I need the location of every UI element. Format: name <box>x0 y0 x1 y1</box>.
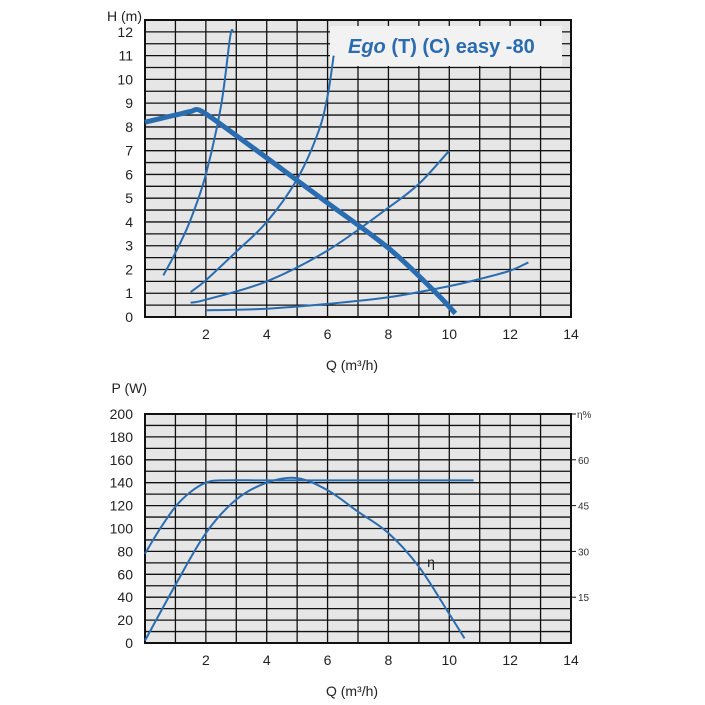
y-tick-label: 4 <box>125 214 133 230</box>
efficiency-series-label: η <box>427 554 435 570</box>
y-tick-label: 3 <box>125 238 133 254</box>
power-efficiency-chart: η 0 20 40 60 80 100 120 140 160 180 200 2 4 6 8 10 12 14 15… <box>110 380 592 699</box>
y-tick-label: 0 <box>125 635 133 651</box>
x-tick-label: 8 <box>385 326 393 342</box>
power-curve <box>144 479 474 555</box>
x-tick-label: 4 <box>263 326 271 342</box>
x-axis-label: Q (m³/h) <box>326 683 378 699</box>
x-axis-label: Q (m³/h) <box>326 357 378 373</box>
system-curve-1 <box>162 28 235 276</box>
x-tick-label: 8 <box>385 652 393 668</box>
y2-tick-label: 45 <box>578 502 590 513</box>
x-tick-label: 14 <box>563 326 579 342</box>
y-tick-label: 8 <box>125 119 133 135</box>
x-tick-label: 6 <box>324 326 332 342</box>
y-tick-label: 40 <box>117 589 133 605</box>
y-tick-label: 0 <box>125 309 133 325</box>
plot-frame <box>144 19 572 318</box>
y-tick-label: 120 <box>110 498 134 514</box>
x-tick-label: 2 <box>202 326 210 342</box>
system-curve-4 <box>205 261 529 312</box>
y-tick-label: 200 <box>110 406 134 422</box>
y-axis-label: H (m) <box>107 8 142 24</box>
plot-frame <box>144 413 572 644</box>
y-axis-label: P (W) <box>111 380 147 396</box>
y-tick-label: 20 <box>117 612 133 628</box>
y-tick-label: 180 <box>110 429 134 445</box>
x-tick-label: 12 <box>502 652 518 668</box>
y2-tick-label: 15 <box>578 593 590 604</box>
y-tick-label: 1 <box>125 285 133 301</box>
x-tick-label: 12 <box>502 326 518 342</box>
x-tick-label: 4 <box>263 652 271 668</box>
y-tick-label: 60 <box>117 566 133 582</box>
chart-title-rest: (T) (C) easy -80 <box>386 36 535 58</box>
y-tick-label: 10 <box>117 71 133 87</box>
x-tick-label: 6 <box>324 652 332 668</box>
pump-head-curve <box>144 106 458 316</box>
title-box <box>330 26 562 66</box>
y-tick-label: 12 <box>117 24 133 40</box>
y2-tick-label: 30 <box>578 547 590 558</box>
y-tick-label: 6 <box>125 166 133 182</box>
x-tick-label: 10 <box>441 652 457 668</box>
y2-tick-label: 60 <box>578 456 590 467</box>
y-tick-label: 80 <box>117 543 133 559</box>
y-tick-label: 2 <box>125 261 133 277</box>
x-tick-label: 14 <box>563 652 579 668</box>
y-tick-label: 100 <box>110 521 134 537</box>
y-tick-label: 11 <box>118 48 133 64</box>
chart-title: Ego (T) (C) easy -80 <box>348 36 535 58</box>
system-curve-3 <box>190 150 451 304</box>
y-tick-label: 7 <box>125 143 133 159</box>
system-curve-2 <box>189 55 335 293</box>
y-tick-label: 5 <box>125 190 133 206</box>
x-tick-label: 10 <box>441 326 457 342</box>
y-tick-label: 140 <box>110 475 134 491</box>
y-tick-label: 9 <box>125 95 133 111</box>
efficiency-curve <box>144 476 466 642</box>
chart-title-italic: Ego <box>348 36 386 58</box>
y2-axis-label: η% <box>577 410 592 421</box>
x-tick-label: 2 <box>202 652 210 668</box>
y-tick-label: 160 <box>110 452 134 468</box>
